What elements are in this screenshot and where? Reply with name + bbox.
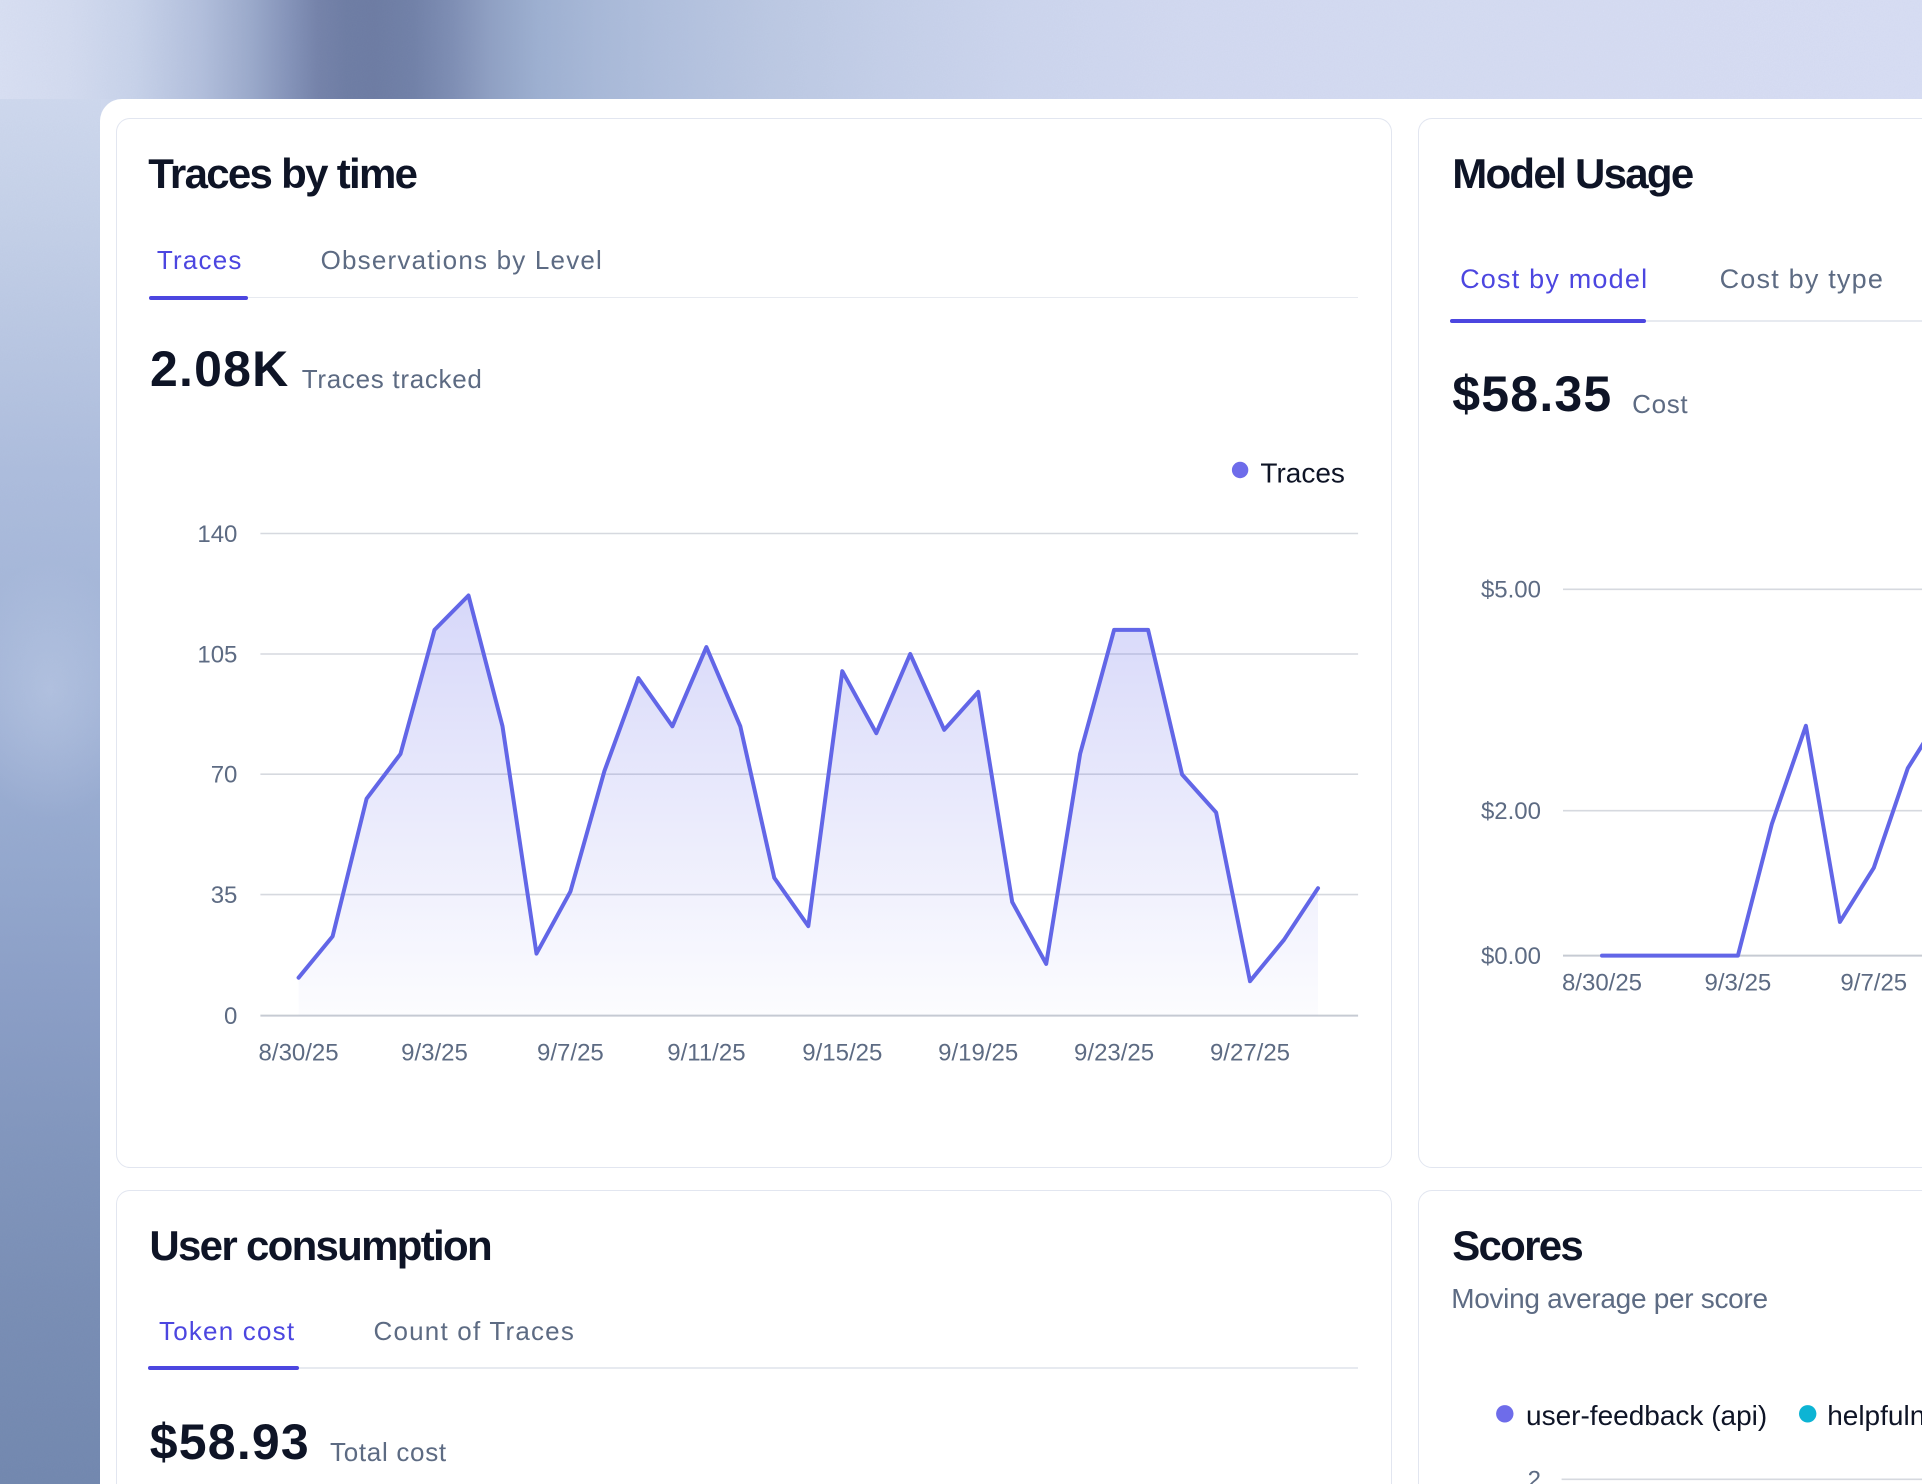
svg-text:9/7/25: 9/7/25 [537,1040,604,1067]
svg-text:$5.00: $5.00 [1481,577,1541,604]
svg-text:9/23/25: 9/23/25 [1074,1040,1154,1067]
svg-text:Traces: Traces [1260,458,1345,489]
svg-text:105: 105 [197,641,237,668]
svg-text:140: 140 [197,521,237,548]
svg-text:35: 35 [211,882,238,909]
svg-text:9/19/25: 9/19/25 [938,1040,1018,1067]
svg-text:9/7/25: 9/7/25 [1840,970,1907,997]
svg-text:70: 70 [211,762,238,789]
svg-text:$0.00: $0.00 [1481,943,1541,970]
svg-text:9/11/25: 9/11/25 [667,1040,745,1067]
svg-text:8/30/25: 8/30/25 [1562,970,1642,997]
svg-text:9/3/25: 9/3/25 [401,1040,468,1067]
svg-text:0: 0 [224,1003,237,1030]
svg-text:9/3/25: 9/3/25 [1705,970,1772,997]
svg-text:9/15/25: 9/15/25 [802,1040,882,1067]
svg-text:user-feedback (api): user-feedback (api) [1526,1400,1767,1431]
svg-text:helpfulness: helpfulness [1827,1400,1922,1431]
svg-text:$2.00: $2.00 [1481,798,1541,825]
svg-text:8/30/25: 8/30/25 [259,1040,339,1067]
svg-text:9/27/25: 9/27/25 [1210,1040,1290,1067]
svg-text:2: 2 [1528,1467,1541,1484]
